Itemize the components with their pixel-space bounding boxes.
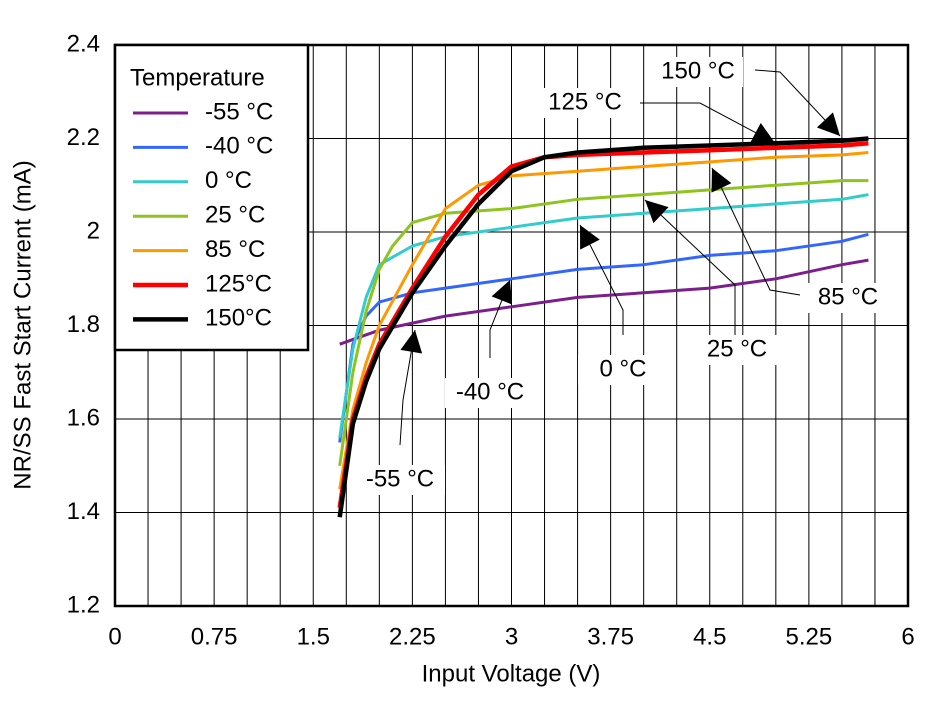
series-line [339,258,869,346]
series-line [338,179,869,467]
annotation-bg [355,465,445,495]
legend-box [113,43,310,352]
annotation-bg [803,283,893,313]
legend-label: 85 °C [205,236,265,263]
x-tick-label: 0.75 [191,623,238,650]
legend-label: -40 °C [205,133,273,160]
annotation-arrow [754,69,841,137]
y-tick-label: 2.4 [67,30,100,57]
series-line [338,232,869,443]
legend-label: 0 °C [205,167,252,194]
legend-title: Temperature [130,64,265,91]
x-tick-label: 5.25 [786,623,833,650]
annotation-bg [653,57,743,87]
x-tick-label: 3.75 [587,623,634,650]
x-tick-label: 0 [108,623,121,650]
annotation-arrow [399,329,423,446]
annotation: 150 °C [661,57,735,84]
annotation-arrow [640,102,776,144]
y-tick-label: 1.4 [67,498,100,525]
annotation: 85 °C [818,283,878,310]
x-tick-label: 2.25 [389,623,436,650]
legend-label: 25 °C [205,202,265,229]
annotation-arrow [579,224,624,335]
x-tick-label: 3 [505,623,518,650]
annotation-bg [540,88,630,118]
annotation: 25 °C [707,335,767,362]
annotation: 125 °C [548,88,622,115]
annotations: 150 °C 125 °C 85 °C 25 °C 0 °C -40 °C -55 °C [355,57,893,495]
annotation-bg [578,355,668,385]
annotation-arrow [489,279,513,358]
legend-label: 150°C [205,305,272,332]
legend-label: -55 °C [205,98,273,125]
series-line [338,193,869,438]
y-tick-label: 1.8 [67,311,100,338]
x-tick-label: 1.5 [297,623,330,650]
x-tick-label: 6 [901,623,914,650]
annotation-arrow [644,199,736,335]
annotation: -55 °C [366,465,434,492]
annotation-bg [692,335,782,365]
annotation-bg [445,378,535,408]
series-line [337,136,869,518]
y-tick-label: 1.6 [67,404,100,431]
x-axis-label: Input Voltage (V) [422,660,601,687]
annotation: 0 °C [600,355,647,382]
y-tick-label: 2.2 [67,124,100,151]
lines [337,136,869,518]
annotation-arrow [711,167,801,296]
annotation: -40 °C [456,378,524,405]
x-tick-label: 4.5 [693,623,726,650]
y-tick-label: 1.2 [67,591,100,618]
legend-label: 125°C [205,270,272,297]
y-axis-label: NR/SS Fast Start Current (mA) [9,160,36,489]
legend: Temperature -55 °C -40 °C 0 °C 25 °C 85 °C 12… [113,43,310,352]
y-tick-label: 2 [87,217,100,244]
